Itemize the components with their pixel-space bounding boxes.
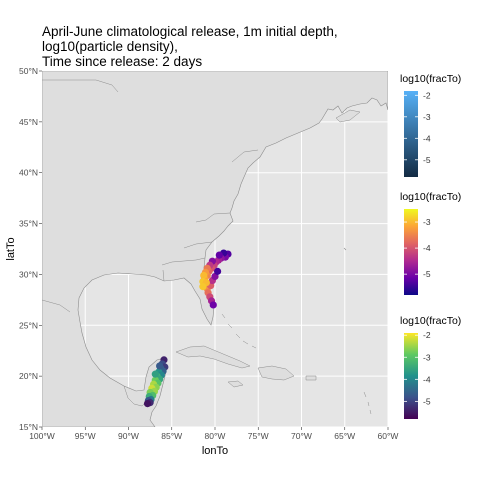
x-tick-label: 100°W: [29, 431, 55, 441]
legend-tick-label: -5: [423, 269, 431, 279]
legend-blues: log10(fracTo) -2 -3 -4 -5: [400, 73, 461, 177]
legend-tick-label: -4: [423, 243, 431, 253]
title-line-1: April-June climatological release, 1m in…: [42, 24, 338, 39]
legend-viridis: log10(fracTo) -2 -3 -4 -5: [400, 315, 461, 419]
legend-plasma: log10(fracTo) -3 -4 -5: [400, 191, 461, 295]
y-axis-label: latTo: [5, 237, 17, 260]
hispaniola-land: [257, 365, 295, 381]
lesser-antilles-land: [363, 391, 372, 415]
legend-tick-label: -3: [423, 112, 431, 122]
x-tick-label: 90°W: [118, 431, 139, 441]
plasma-density-point: [199, 283, 207, 291]
x-axis-label: lonTo: [202, 445, 228, 457]
y-tick-label: 20°N: [19, 371, 38, 381]
bahamas-land: [221, 313, 257, 349]
y-tick-label: 15°N: [19, 422, 38, 432]
cuba-land: [175, 345, 251, 369]
plasma-density-point: [213, 267, 222, 275]
legend-tick-label: -4: [423, 374, 431, 384]
viridis-density-point: [151, 370, 159, 378]
state-borders: [42, 79, 259, 407]
y-tick-label: 25°N: [19, 320, 38, 330]
nova-scotia-land: [335, 109, 361, 123]
bermuda-land: [343, 247, 347, 251]
legend-tick-label: -5: [423, 155, 431, 165]
y-tick-label: 45°N: [19, 117, 38, 127]
legend-tick-label: -2: [423, 330, 431, 340]
x-tick-label: 95°W: [75, 431, 96, 441]
x-tick-label: 60°W: [378, 431, 399, 441]
title-line-3: Time since release: 2 days: [42, 54, 202, 69]
viridis-density-point: [156, 362, 164, 370]
legend-tick-label: -5: [423, 396, 431, 406]
legend-colorbar: [404, 209, 418, 295]
legend-title: log10(fracTo): [400, 315, 461, 327]
plasma-density-point: [209, 301, 217, 309]
legends: log10(fracTo) -2 -3 -4 -5 log10(fracTo) -3 -4 -5…: [400, 73, 461, 419]
y-tick-label: 35°N: [19, 219, 38, 229]
legend-title: log10(fracTo): [400, 191, 461, 203]
x-tick-label: 80°W: [205, 431, 226, 441]
jamaica-land: [227, 380, 244, 388]
plasma-density-point: [215, 251, 223, 259]
x-tick-label: 70°W: [291, 431, 312, 441]
y-tick-label: 40°N: [19, 168, 38, 178]
legend-colorbar: [404, 333, 418, 419]
legend-tick-label: -2: [423, 90, 431, 100]
y-axis: 15°N 20°N 25°N 30°N 35°N 40°N 45°N 50°N: [19, 66, 42, 432]
x-tick-label: 65°W: [334, 431, 355, 441]
legend-title: log10(fracTo): [400, 73, 461, 85]
x-axis: 100°W 95°W 90°W 85°W 80°W 75°W 70°W 65°W 60°W: [29, 427, 398, 441]
puerto-rico-land: [305, 375, 317, 381]
legend-tick-label: -4: [423, 133, 431, 143]
chart-title: April-June climatological release, 1m in…: [42, 24, 338, 69]
map-land: [42, 71, 388, 427]
x-tick-label: 85°W: [161, 431, 182, 441]
x-tick-label: 75°W: [248, 431, 269, 441]
plasma-density-point: [200, 271, 208, 280]
particle-density-points: [143, 249, 232, 408]
legend-tick-label: -3: [423, 217, 431, 227]
title-line-2: log10(particle density),: [42, 39, 178, 54]
y-tick-label: 50°N: [19, 66, 38, 76]
legend-colorbar: [404, 91, 418, 177]
y-tick-label: 30°N: [19, 269, 38, 279]
viridis-density-point: [143, 400, 152, 408]
legend-tick-label: -3: [423, 352, 431, 362]
